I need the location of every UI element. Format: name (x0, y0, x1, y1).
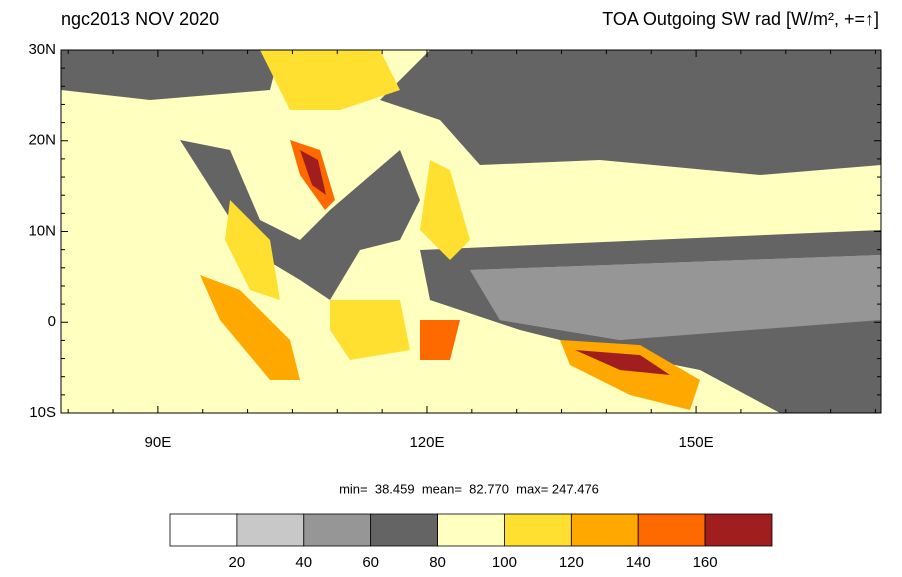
colorbar-label: 120 (559, 554, 584, 571)
colorbar-box (236, 513, 305, 547)
colorbar-box (370, 513, 438, 547)
lat-label: 10N (28, 222, 56, 239)
lat-label: 10S (29, 404, 56, 421)
right-title: TOA Outgoing SW rad [W/m², +=↑] (602, 9, 879, 29)
colorbar-box (437, 513, 505, 547)
left-title: ngc2013 NOV 2020 (61, 9, 219, 29)
colorbar-box (169, 513, 238, 547)
lon-label: 120E (409, 434, 444, 451)
colorbar-box (570, 513, 639, 547)
colorbar-box (637, 513, 706, 547)
lon-label: 90E (145, 434, 172, 451)
colorbar-label: 140 (626, 554, 651, 571)
lat-label: 20N (28, 132, 56, 149)
colorbar-box (303, 513, 372, 547)
map-field (61, 50, 881, 413)
colorbar-label: 20 (229, 554, 246, 571)
colorbar-box (504, 513, 572, 547)
lat-label: 0 (48, 313, 56, 330)
lon-label: 150E (679, 434, 714, 451)
colorbar-label: 100 (492, 554, 517, 571)
colorbar-box (704, 513, 773, 547)
colorbar-label: 160 (693, 554, 718, 571)
colorbar-label: 80 (429, 554, 446, 571)
lat-label: 30N (28, 41, 56, 58)
colorbar-label: 40 (295, 554, 312, 571)
stats: min= 38.459 mean= 82.770 max= 247.476 (339, 481, 599, 496)
colorbar-label: 60 (362, 554, 379, 571)
